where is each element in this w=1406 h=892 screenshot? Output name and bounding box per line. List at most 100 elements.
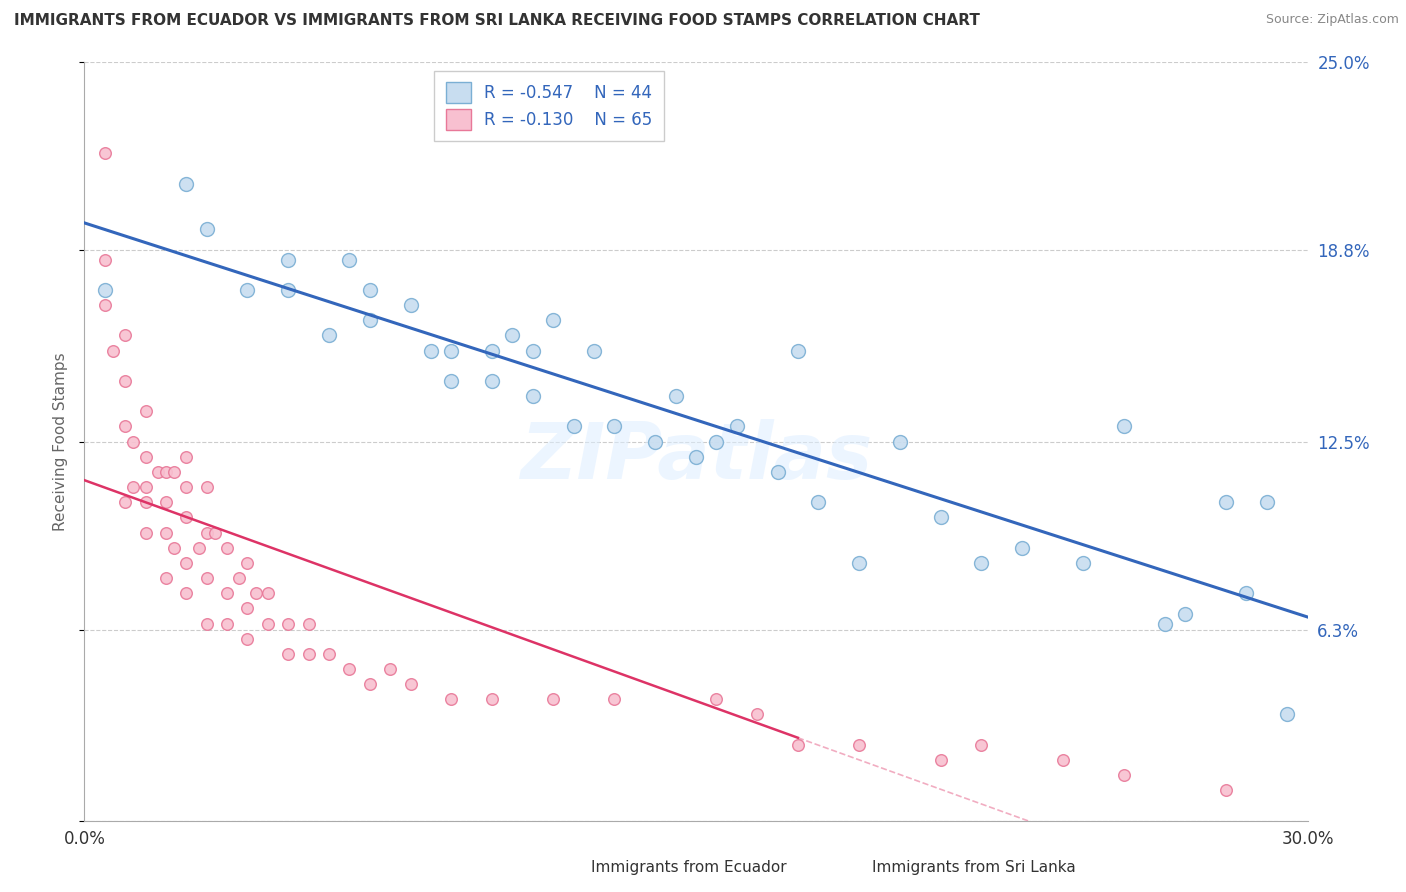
Point bbox=[155, 571, 177, 585]
Point bbox=[359, 677, 381, 691]
Point bbox=[440, 343, 463, 358]
Point bbox=[399, 677, 422, 691]
Point bbox=[807, 495, 830, 509]
Point bbox=[135, 525, 157, 540]
Legend: R = -0.547    N = 44, R = -0.130    N = 65: R = -0.547 N = 44, R = -0.130 N = 65 bbox=[434, 70, 664, 142]
Point bbox=[245, 586, 267, 600]
Point bbox=[380, 662, 402, 676]
Point bbox=[114, 419, 136, 434]
Point bbox=[787, 738, 810, 752]
Point bbox=[163, 465, 186, 479]
Point bbox=[970, 556, 993, 570]
Point bbox=[155, 525, 177, 540]
Text: ZIPatlas: ZIPatlas bbox=[520, 418, 872, 495]
Point bbox=[257, 616, 280, 631]
Point bbox=[318, 328, 340, 343]
Point bbox=[236, 556, 259, 570]
Point bbox=[174, 177, 197, 191]
Point bbox=[195, 571, 218, 585]
Text: Immigrants from Sri Lanka: Immigrants from Sri Lanka bbox=[872, 861, 1076, 875]
Point bbox=[204, 525, 226, 540]
Point bbox=[163, 541, 186, 555]
Point bbox=[236, 283, 259, 297]
Point bbox=[848, 738, 870, 752]
Y-axis label: Receiving Food Stamps: Receiving Food Stamps bbox=[53, 352, 69, 531]
Point bbox=[217, 616, 239, 631]
Point bbox=[135, 495, 157, 509]
Point bbox=[174, 450, 197, 464]
Point bbox=[766, 465, 789, 479]
Point bbox=[101, 343, 124, 358]
Point bbox=[122, 434, 145, 449]
Point bbox=[929, 753, 952, 767]
Point bbox=[420, 343, 443, 358]
Point bbox=[195, 480, 218, 494]
Point bbox=[1073, 556, 1095, 570]
Point bbox=[93, 298, 115, 312]
Point bbox=[725, 419, 748, 434]
Point bbox=[481, 343, 503, 358]
Point bbox=[298, 647, 321, 661]
Point bbox=[706, 692, 728, 706]
Point bbox=[1256, 495, 1278, 509]
Point bbox=[257, 586, 280, 600]
Point bbox=[277, 616, 299, 631]
Point bbox=[440, 692, 463, 706]
Point bbox=[217, 541, 239, 555]
Point bbox=[481, 692, 503, 706]
Point bbox=[114, 374, 136, 388]
Point bbox=[195, 222, 218, 236]
Point bbox=[298, 616, 321, 631]
Point bbox=[644, 434, 666, 449]
Point bbox=[399, 298, 422, 312]
Point bbox=[889, 434, 911, 449]
Point bbox=[787, 343, 810, 358]
Point bbox=[277, 647, 299, 661]
Point bbox=[93, 146, 115, 161]
Point bbox=[195, 525, 218, 540]
Point bbox=[236, 601, 259, 615]
Point bbox=[114, 495, 136, 509]
Point bbox=[339, 662, 361, 676]
Point bbox=[228, 571, 250, 585]
Point bbox=[562, 419, 585, 434]
Point bbox=[93, 252, 115, 267]
Point bbox=[929, 510, 952, 524]
Point bbox=[522, 343, 544, 358]
Point bbox=[93, 283, 115, 297]
Point bbox=[543, 692, 565, 706]
Point bbox=[339, 252, 361, 267]
Point bbox=[174, 586, 197, 600]
Point bbox=[146, 465, 169, 479]
Text: Immigrants from Ecuador: Immigrants from Ecuador bbox=[591, 861, 786, 875]
Point bbox=[217, 586, 239, 600]
Point bbox=[1236, 586, 1258, 600]
Point bbox=[603, 419, 626, 434]
Point bbox=[174, 480, 197, 494]
Point bbox=[1277, 707, 1299, 722]
Point bbox=[155, 495, 177, 509]
Point bbox=[318, 647, 340, 661]
Point bbox=[747, 707, 769, 722]
Point bbox=[1174, 607, 1197, 622]
Point bbox=[481, 374, 503, 388]
Point bbox=[706, 434, 728, 449]
Text: IMMIGRANTS FROM ECUADOR VS IMMIGRANTS FROM SRI LANKA RECEIVING FOOD STAMPS CORRE: IMMIGRANTS FROM ECUADOR VS IMMIGRANTS FR… bbox=[14, 13, 980, 29]
Text: Source: ZipAtlas.com: Source: ZipAtlas.com bbox=[1265, 13, 1399, 27]
Point bbox=[1114, 768, 1136, 782]
Point bbox=[195, 616, 218, 631]
Point bbox=[135, 480, 157, 494]
Point bbox=[135, 404, 157, 418]
Point bbox=[603, 692, 626, 706]
Point bbox=[174, 510, 197, 524]
Point bbox=[440, 374, 463, 388]
Point bbox=[236, 632, 259, 646]
Point bbox=[277, 252, 299, 267]
Point bbox=[1114, 419, 1136, 434]
Point bbox=[543, 313, 565, 327]
Point bbox=[848, 556, 870, 570]
Point bbox=[970, 738, 993, 752]
Point bbox=[155, 465, 177, 479]
Point bbox=[665, 389, 688, 403]
Point bbox=[1215, 495, 1237, 509]
